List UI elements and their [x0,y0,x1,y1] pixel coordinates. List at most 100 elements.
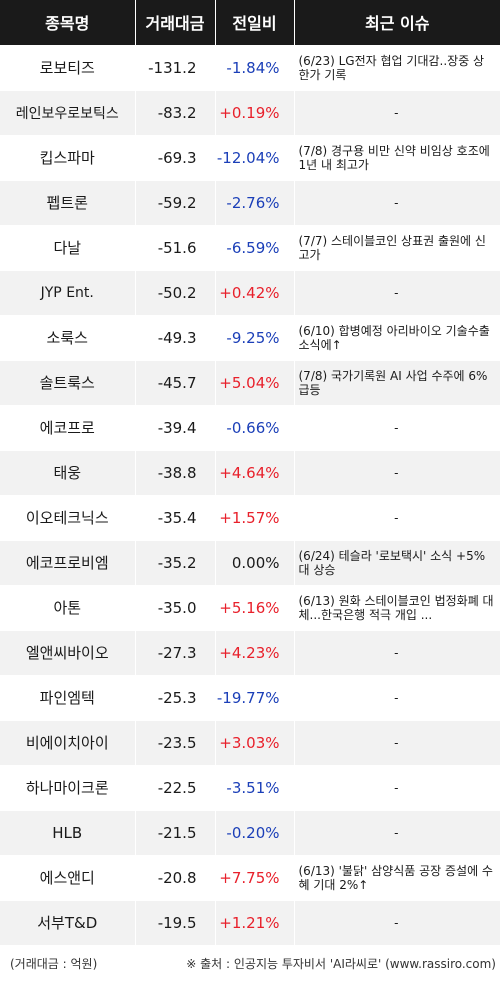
daily-change: -3.51% [215,764,295,810]
trading-value: -45.7 [135,359,216,405]
stock-name: 킵스파마 [0,134,136,180]
header-daily-change: 전일비 [215,0,295,45]
stock-table: 종목명 거래대금 전일비 최근 이슈 로보티즈 -131.2 -1.84% (6/23… [0,0,500,945]
stock-name: 서부T&D [0,899,136,945]
table-row: HLB -21.5 -0.20% - [0,809,500,855]
table-row: 펩트론 -59.2 -2.76% - [0,179,500,225]
table-row: 다날 -51.6 -6.59% (7/7) 스테이블코인 상표권 출원에 신고가 [0,224,500,270]
table-row: 에코프로 -39.4 -0.66% - [0,404,500,450]
daily-change: -9.25% [215,314,295,360]
recent-issue: (6/24) 테슬라 '로보택시' 소식 +5%대 상승 [294,539,500,585]
stock-name: 에코프로 [0,404,136,450]
trading-value: -35.0 [135,584,216,630]
daily-change: +7.75% [215,854,295,900]
trading-value: -35.2 [135,539,216,585]
stock-name: 파인엠텍 [0,674,136,720]
table-row: 솔트룩스 -45.7 +5.04% (7/8) 국가기록원 AI 사업 수주에 6% … [0,359,500,405]
recent-issue-text: (6/24) 테슬라 '로보택시' 소식 +5%대 상승 [298,548,486,577]
recent-issue: - [294,449,500,495]
recent-issue: - [294,764,500,810]
table-row: 에스앤디 -20.8 +7.75% (6/13) '불닭' 삼양식품 공장 증설에 수… [0,854,500,900]
table-row: 아톤 -35.0 +5.16% (6/13) 원화 스테이블코인 법정화폐 대체...… [0,584,500,630]
recent-issue: (6/10) 합병예정 아리바이오 기술수출 소식에↑ [294,314,500,360]
stock-name: 엘앤씨바이오 [0,629,136,675]
recent-issue-text: (6/23) LG전자 협업 기대감..장중 상한가 기록 [298,53,485,82]
recent-issue: - [294,809,500,855]
trading-value: -25.3 [135,674,216,720]
recent-issue-text: (6/10) 합병예정 아리바이오 기술수출 소식에↑ [298,323,490,352]
recent-issue-text: - [394,735,399,750]
daily-change: +5.16% [215,584,295,630]
recent-issue: (7/7) 스테이블코인 상표권 출원에 신고가 [294,224,500,270]
recent-issue: (7/8) 국가기록원 AI 사업 수주에 6% 급등 [294,359,500,405]
daily-change: -6.59% [215,224,295,270]
recent-issue-text: (6/13) 원화 스테이블코인 법정화폐 대체...한국은행 적극 개입 ..… [298,593,494,622]
trading-value: -35.4 [135,494,216,540]
stock-name: 펩트론 [0,179,136,225]
trading-value: -20.8 [135,854,216,900]
table-row: 파인엠텍 -25.3 -19.77% - [0,674,500,720]
daily-change: +4.64% [215,449,295,495]
recent-issue-text: - [394,825,399,840]
daily-change: +0.19% [215,89,295,135]
daily-change: -1.84% [215,44,295,90]
table-row: 비에이치아이 -23.5 +3.03% - [0,719,500,765]
recent-issue-text: - [394,465,399,480]
trading-value: -38.8 [135,449,216,495]
daily-change: +4.23% [215,629,295,675]
stock-name: 다날 [0,224,136,270]
table-row: 엘앤씨바이오 -27.3 +4.23% - [0,629,500,675]
daily-change: +1.57% [215,494,295,540]
stock-name: JYP Ent. [0,269,136,315]
recent-issue: (6/13) 원화 스테이블코인 법정화폐 대체...한국은행 적극 개입 ..… [294,584,500,630]
stock-name: 소룩스 [0,314,136,360]
trading-value: -69.3 [135,134,216,180]
table-row: 이오테크닉스 -35.4 +1.57% - [0,494,500,540]
recent-issue-text: - [394,420,399,435]
trading-value: -21.5 [135,809,216,855]
unit-note: (거래대금 : 억원) [10,957,98,971]
recent-issue-text: - [394,195,399,210]
recent-issue-text: - [394,780,399,795]
header-recent-issue: 최근 이슈 [294,0,500,45]
stock-name: 비에이치아이 [0,719,136,765]
recent-issue: - [294,494,500,540]
recent-issue: - [294,719,500,765]
recent-issue-text: - [394,690,399,705]
trading-value: -50.2 [135,269,216,315]
table-header-row: 종목명 거래대금 전일비 최근 이슈 [0,0,500,45]
table-row: 레인보우로보틱스 -83.2 +0.19% - [0,89,500,135]
recent-issue-text: - [394,510,399,525]
daily-change: -12.04% [215,134,295,180]
trading-value: -59.2 [135,179,216,225]
recent-issue-text: (7/8) 경구용 비만 신약 비임상 호조에 1년 내 최고가 [298,143,490,172]
trading-value: -131.2 [135,44,216,90]
table-row: 하나마이크론 -22.5 -3.51% - [0,764,500,810]
recent-issue: (6/13) '불닭' 삼양식품 공장 증설에 수혜 기대 2%↑ [294,854,500,900]
recent-issue: - [294,629,500,675]
trading-value: -83.2 [135,89,216,135]
trading-value: -27.3 [135,629,216,675]
recent-issue-text: - [394,915,399,930]
trading-value: -49.3 [135,314,216,360]
table-row: JYP Ent. -50.2 +0.42% - [0,269,500,315]
table-row: 서부T&D -19.5 +1.21% - [0,899,500,945]
stock-name: 에코프로비엠 [0,539,136,585]
stock-name: 아톤 [0,584,136,630]
recent-issue-text: (6/13) '불닭' 삼양식품 공장 증설에 수혜 기대 2%↑ [298,863,493,892]
recent-issue-text: - [394,645,399,660]
stock-name: 솔트룩스 [0,359,136,405]
recent-issue-text: (7/7) 스테이블코인 상표권 출원에 신고가 [298,233,486,262]
recent-issue-text: - [394,105,399,120]
daily-change: +3.03% [215,719,295,765]
recent-issue: - [294,404,500,450]
daily-change: -0.20% [215,809,295,855]
stock-name: 로보티즈 [0,44,136,90]
trading-value: -39.4 [135,404,216,450]
table-footer: (거래대금 : 억원) ※ 출처 : 인공지능 투자비서 'AI라씨로' (ww… [0,955,500,975]
stock-name: 이오테크닉스 [0,494,136,540]
trading-value: -51.6 [135,224,216,270]
stock-name: 레인보우로보틱스 [0,89,136,135]
recent-issue: - [294,899,500,945]
